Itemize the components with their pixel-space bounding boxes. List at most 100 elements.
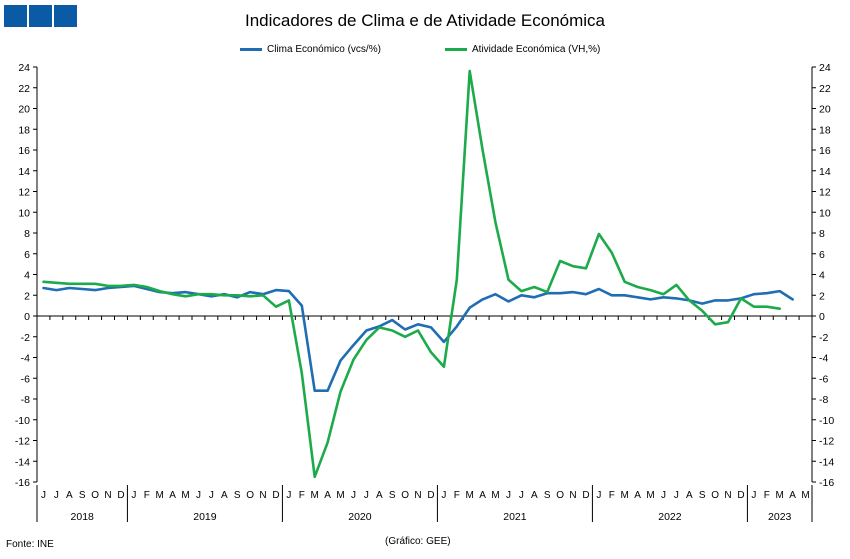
y-tick-label-left: 20: [18, 104, 30, 116]
x-month-label: J: [351, 490, 356, 501]
y-tick-label-right: -8: [819, 394, 828, 406]
y-tick-label-right: -14: [819, 456, 834, 468]
x-month-label: J: [751, 490, 756, 501]
x-month-label: N: [414, 490, 421, 501]
logo-square-icon: [4, 5, 27, 27]
x-year-label: 2021: [503, 511, 527, 523]
x-month-label: J: [441, 490, 446, 501]
y-tick-label-right: 0: [819, 311, 825, 323]
x-month-label: O: [246, 490, 254, 501]
x-month-label: A: [221, 490, 228, 501]
x-month-label: M: [491, 490, 499, 501]
y-tick-label-right: 8: [819, 228, 825, 240]
x-month-label: A: [789, 490, 796, 501]
chart-title: Indicadores de Clima e de Atividade Econ…: [244, 11, 606, 30]
x-month-label: O: [711, 490, 719, 501]
x-month-label: S: [699, 490, 706, 501]
legend-line-clima: [240, 48, 262, 51]
y-tick-label-right: 16: [819, 145, 831, 157]
y-tick-label-left: 8: [24, 228, 30, 240]
y-tick-label-left: 6: [24, 249, 30, 261]
y-tick-label-left: -8: [21, 394, 30, 406]
y-tick-label-left: -6: [21, 373, 30, 385]
x-month-label: S: [79, 490, 86, 501]
x-month-label: A: [531, 490, 538, 501]
legend-item-clima: Clima Económico (vcs/%): [240, 44, 381, 55]
y-tick-label-left: -10: [15, 415, 30, 427]
y-tick-label-left: 24: [18, 62, 30, 74]
y-tick-label-left: -12: [15, 436, 30, 448]
x-month-label: D: [272, 490, 279, 501]
x-month-label: M: [336, 490, 344, 501]
x-month-label: O: [556, 490, 564, 501]
series-line-atividade: [42, 69, 782, 479]
y-tick-label-left: 14: [18, 166, 30, 178]
legend: Clima Económico (vcs/%) Atividade Económ…: [0, 44, 850, 60]
x-month-label: S: [234, 490, 241, 501]
y-tick-label-right: 12: [819, 187, 831, 199]
x-month-label: A: [169, 490, 176, 501]
y-tick-label-right: 24: [819, 62, 831, 74]
x-year-label: 2022: [658, 511, 682, 523]
y-tick-label-right: 6: [819, 249, 825, 261]
x-month-label: D: [582, 490, 589, 501]
x-month-label: F: [764, 490, 770, 501]
legend-label-atividade: Atividade Económica (VH,%): [472, 44, 601, 55]
x-month-label: A: [324, 490, 331, 501]
y-tick-label-left: -16: [15, 477, 30, 489]
y-tick-label-right: -16: [819, 477, 834, 489]
x-month-label: D: [427, 490, 434, 501]
x-month-label: M: [181, 490, 189, 501]
y-tick-label-right: -12: [819, 436, 834, 448]
x-year-label: 2023: [768, 511, 792, 523]
x-month-label: O: [401, 490, 409, 501]
y-tick-label-right: 18: [819, 124, 831, 136]
x-month-label: M: [646, 490, 654, 501]
x-month-label: J: [364, 490, 369, 501]
x-month-label: M: [621, 490, 629, 501]
x-month-label: F: [454, 490, 460, 501]
x-month-label: J: [54, 490, 59, 501]
x-month-label: S: [389, 490, 396, 501]
chart-credit: (Gráfico: GEE): [385, 536, 451, 547]
y-tick-label-right: -10: [819, 415, 834, 427]
y-tick-label-right: 14: [819, 166, 831, 178]
x-month-label: J: [661, 490, 666, 501]
x-month-label: J: [519, 490, 524, 501]
x-month-label: A: [66, 490, 73, 501]
x-month-label: M: [156, 490, 164, 501]
x-month-label: A: [686, 490, 693, 501]
x-month-label: J: [286, 490, 291, 501]
x-month-label: M: [466, 490, 474, 501]
y-tick-label-right: 10: [819, 207, 831, 219]
y-tick-label-left: 0: [24, 311, 30, 323]
x-month-label: N: [104, 490, 111, 501]
x-month-label: J: [596, 490, 601, 501]
y-tick-label-left: 12: [18, 187, 30, 199]
x-month-label: A: [479, 490, 486, 501]
x-month-label: M: [776, 490, 784, 501]
x-month-label: J: [196, 490, 201, 501]
legend-line-atividade: [445, 48, 467, 51]
x-month-label: J: [41, 490, 46, 501]
x-month-label: F: [144, 490, 150, 501]
x-month-label: O: [91, 490, 99, 501]
x-month-label: F: [609, 490, 615, 501]
y-tick-label-right: -4: [819, 353, 828, 365]
y-tick-label-right: -2: [819, 332, 828, 344]
y-tick-label-left: 18: [18, 124, 30, 136]
series-line-clima: [42, 284, 794, 393]
x-month-label: J: [131, 490, 136, 501]
x-month-label: M: [801, 490, 809, 501]
legend-item-atividade: Atividade Económica (VH,%): [445, 44, 600, 55]
legend-label-clima: Clima Económico (vcs/%): [267, 44, 381, 55]
x-month-label: D: [737, 490, 744, 501]
x-month-label: D: [117, 490, 124, 501]
x-year-label: 2018: [71, 511, 95, 523]
y-tick-label-right: 22: [819, 83, 831, 95]
y-tick-label-left: 22: [18, 83, 30, 95]
y-tick-label-right: 2: [819, 290, 825, 302]
x-month-label: J: [674, 490, 679, 501]
x-year-label: 2019: [193, 511, 217, 523]
